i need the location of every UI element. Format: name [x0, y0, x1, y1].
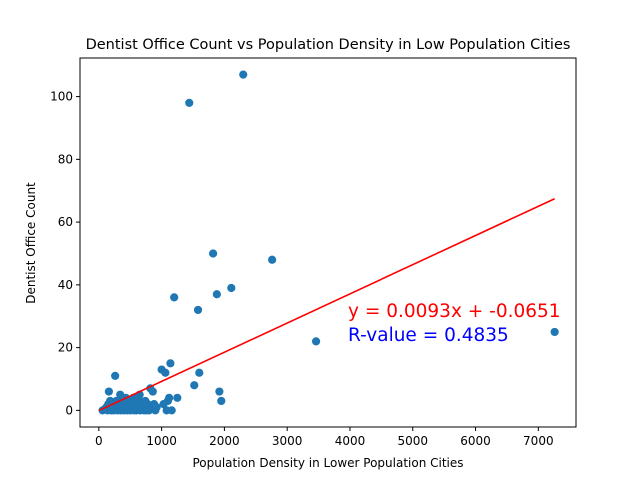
- r-value-label: R-value = 0.4835: [348, 325, 509, 346]
- regression-equation: y = 0.0093x + -0.0651: [348, 301, 561, 322]
- y-tick-label: 40: [58, 278, 73, 292]
- data-point: [167, 406, 176, 415]
- x-tick-label: 0: [95, 434, 103, 448]
- data-point: [166, 359, 175, 368]
- y-axis-label: Dentist Office Count: [24, 182, 38, 304]
- data-point: [185, 98, 194, 107]
- data-point: [190, 381, 199, 390]
- x-tick-label: 4000: [335, 434, 366, 448]
- data-point: [152, 403, 161, 412]
- x-tick-label: 6000: [460, 434, 491, 448]
- data-point: [212, 290, 221, 299]
- x-tick-label: 2000: [209, 434, 240, 448]
- y-axis-ticks: 0 20 40 60 80 100: [50, 90, 80, 417]
- data-point: [239, 70, 248, 79]
- data-point: [227, 283, 236, 293]
- data-point: [165, 393, 174, 402]
- data-point: [193, 305, 203, 315]
- data-point: [161, 368, 170, 377]
- y-tick-label: 80: [58, 152, 73, 166]
- y-tick-label: 100: [50, 90, 73, 104]
- plot-frame: [79, 57, 577, 428]
- data-point: [195, 368, 204, 377]
- y-tick-label: 60: [58, 215, 73, 229]
- regression-layer: [98, 197, 555, 412]
- x-axis-ticks: 0 1000 2000 3000 4000 5000 6000 7000: [95, 427, 554, 448]
- data-point: [550, 327, 559, 337]
- data-point: [173, 393, 182, 402]
- data-point: [111, 371, 120, 380]
- data-point: [268, 255, 277, 264]
- x-tick-label: 5000: [397, 434, 428, 448]
- data-point: [104, 387, 113, 396]
- data-point: [148, 387, 157, 396]
- y-tick-label: 0: [65, 403, 73, 417]
- x-tick-label: 1000: [146, 434, 177, 448]
- chart-title: Dentist Office Count vs Population Densi…: [86, 37, 571, 53]
- y-tick-label: 20: [58, 341, 73, 355]
- data-point: [311, 337, 321, 346]
- x-tick-label: 3000: [272, 434, 303, 448]
- data-point: [215, 387, 224, 396]
- data-point: [217, 396, 226, 406]
- points-layer: [98, 70, 559, 415]
- regression-line: [98, 197, 555, 412]
- x-axis-label: Population Density in Lower Population C…: [192, 456, 463, 470]
- x-tick-label: 7000: [523, 434, 554, 448]
- data-point: [209, 249, 218, 258]
- data-point: [170, 293, 179, 302]
